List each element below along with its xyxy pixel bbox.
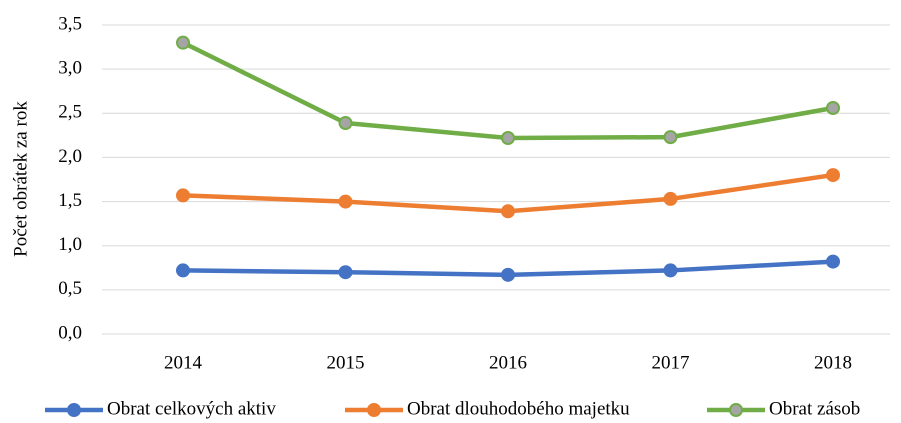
legend-label: Obrat celkových aktiv [107, 398, 276, 419]
data-point [176, 35, 190, 50]
legend-label: Obrat zásob [769, 398, 860, 419]
data-point [501, 267, 515, 282]
x-tick-label: 2015 [327, 352, 365, 373]
data-point [338, 115, 353, 130]
data-point [176, 263, 190, 278]
y-tick-label: 3,0 [58, 58, 82, 79]
legend-label: Obrat dlouhodobého majetku [407, 398, 630, 419]
y-tick-label: 2,0 [58, 146, 82, 167]
y-tick-label: 1,5 [58, 190, 82, 211]
data-point [176, 188, 190, 203]
data-point [663, 191, 678, 206]
x-tick-label: 2016 [489, 352, 527, 373]
data-point [826, 168, 840, 183]
legend-marker [67, 403, 81, 417]
x-tick-label: 2018 [814, 352, 852, 373]
data-point [501, 131, 515, 146]
data-point [826, 254, 840, 269]
legend-marker [729, 403, 743, 417]
data-point [663, 130, 678, 145]
data-point [338, 265, 353, 280]
y-tick-label: 0,5 [58, 278, 82, 299]
y-tick-label: 1,0 [58, 234, 82, 255]
series-line [182, 40, 834, 141]
y-tick-label: 0,0 [58, 322, 82, 343]
y-tick-label: 3,5 [58, 13, 82, 34]
y-tick-label: 2,5 [58, 102, 82, 123]
x-tick-label: 2017 [652, 352, 690, 373]
data-point [338, 194, 353, 209]
y-axis-label: Počet obrátek za rok [10, 101, 31, 257]
legend-marker [367, 403, 381, 417]
data-point [826, 100, 840, 115]
data-point [501, 204, 515, 219]
x-tick-label: 2014 [164, 352, 203, 373]
data-point [663, 263, 678, 278]
